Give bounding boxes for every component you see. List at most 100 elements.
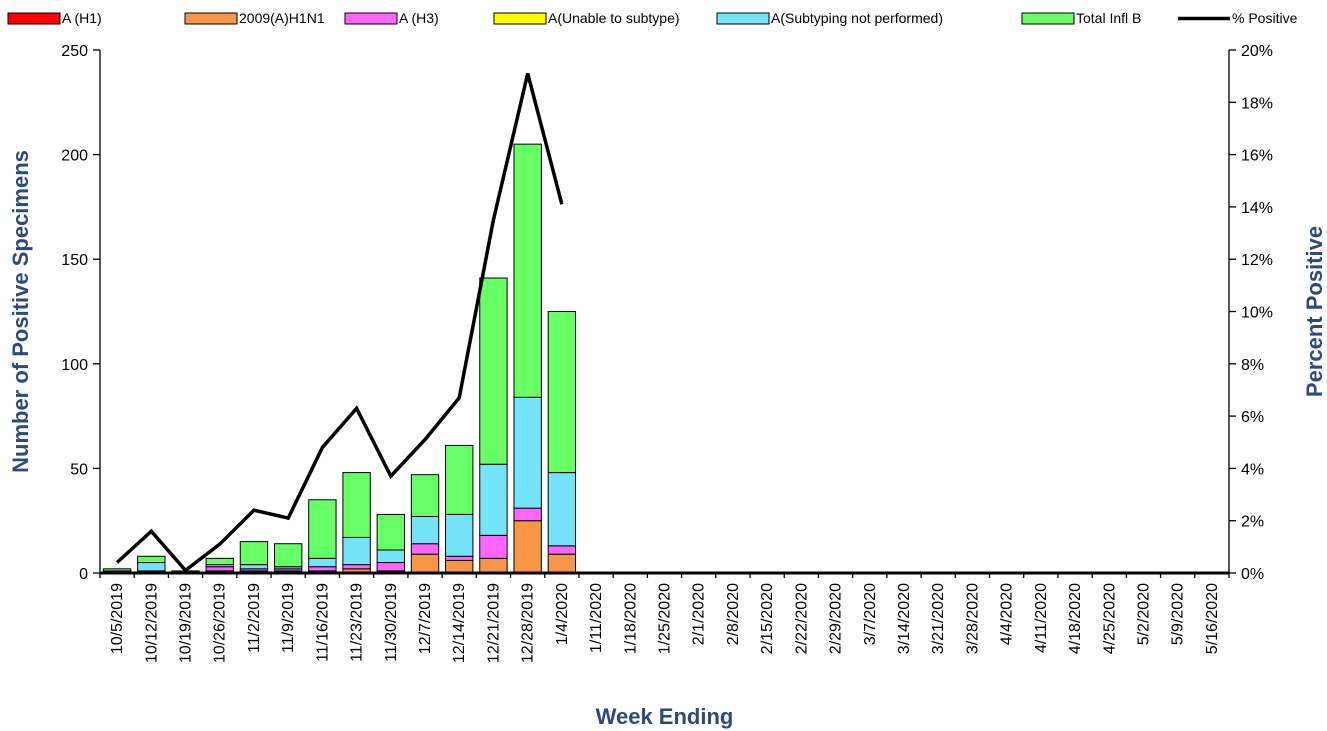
legend-label: 2009(A)H1N1 bbox=[239, 10, 325, 26]
legend-label: Total Infl B bbox=[1076, 10, 1141, 26]
x-tick-label: 5/16/2020 bbox=[1204, 583, 1221, 654]
legend-swatch bbox=[184, 12, 238, 25]
x-tick-label: 11/2/2019 bbox=[246, 583, 263, 653]
x-tick-label: 12/28/2019 bbox=[520, 583, 537, 663]
x-axis-title: Week Ending bbox=[596, 704, 734, 729]
bar-segment bbox=[479, 557, 508, 574]
bar-segment bbox=[513, 520, 542, 574]
axes bbox=[99, 50, 1230, 575]
y2-tick-label: 14% bbox=[1241, 200, 1273, 217]
y2-tick-label: 0% bbox=[1241, 566, 1264, 583]
x-tick-label: 3/21/2020 bbox=[930, 583, 947, 654]
legend-label: A (H3) bbox=[399, 10, 439, 26]
legend-swatch bbox=[7, 12, 61, 25]
bar-segment bbox=[102, 568, 132, 572]
bar-segment bbox=[205, 557, 234, 566]
legend-swatch bbox=[493, 12, 547, 25]
bar-segment bbox=[445, 555, 474, 561]
bar-segment bbox=[479, 463, 508, 536]
x-tick-label: 10/26/2019 bbox=[212, 583, 229, 663]
bar-segment bbox=[547, 311, 577, 474]
bar-segment bbox=[308, 557, 337, 568]
x-tick-label: 3/14/2020 bbox=[896, 583, 913, 654]
x-tick-label: 2/8/2020 bbox=[725, 583, 742, 645]
bar-segment bbox=[513, 507, 542, 522]
bar-segment bbox=[410, 516, 440, 545]
y2-tick-label: 12% bbox=[1241, 252, 1273, 269]
bar-segment bbox=[308, 566, 337, 572]
bar-segment bbox=[342, 472, 371, 538]
bar-segment bbox=[342, 536, 371, 566]
x-tick-label: 11/16/2019 bbox=[314, 583, 331, 662]
bar-segment bbox=[273, 543, 303, 568]
x-tick-label: 2/1/2020 bbox=[691, 583, 708, 645]
x-tick-label: 1/4/2020 bbox=[554, 583, 571, 645]
bar-segment bbox=[137, 562, 166, 572]
legend-swatch bbox=[1021, 12, 1075, 25]
bar-segment bbox=[445, 444, 474, 515]
bar-segment bbox=[410, 543, 440, 555]
x-tick-label: 1/18/2020 bbox=[622, 583, 639, 654]
x-tick-label: 11/9/2019 bbox=[280, 583, 297, 653]
bar-segment bbox=[308, 499, 337, 559]
x-tick-label: 2/22/2020 bbox=[793, 583, 810, 654]
bar-segment bbox=[376, 513, 405, 551]
y2-tick-label: 20% bbox=[1241, 43, 1273, 60]
y-tick-label: 250 bbox=[61, 43, 88, 60]
x-tick-label: 5/2/2020 bbox=[1135, 583, 1152, 645]
y2-tick-label: 16% bbox=[1241, 148, 1273, 165]
x-tick-label: 2/15/2020 bbox=[759, 583, 776, 654]
bar-segment bbox=[410, 474, 440, 518]
x-tick-label: 12/21/2019 bbox=[485, 583, 502, 663]
bar-segment bbox=[479, 534, 508, 559]
x-tick-label: 10/12/2019 bbox=[143, 583, 160, 663]
x-tick-label: 2/29/2020 bbox=[828, 583, 845, 654]
bar-segment bbox=[376, 562, 405, 572]
bar-segment bbox=[239, 564, 269, 570]
x-tick-label: 11/23/2019 bbox=[349, 583, 366, 662]
percent-positive-line-layer bbox=[115, 73, 564, 573]
x-tick-label: 4/11/2020 bbox=[1033, 583, 1050, 653]
x-tick-label: 10/19/2019 bbox=[178, 583, 195, 663]
y-tick-label: 150 bbox=[61, 252, 88, 269]
legend-label: % Positive bbox=[1232, 10, 1298, 26]
legend: A (H1) 2009(A)H1N1 A (H3) A(Unable to subty… bbox=[7, 10, 1298, 26]
y2-tick-label: 8% bbox=[1241, 357, 1264, 374]
legend-label: A(Unable to subtype) bbox=[548, 10, 680, 26]
bar-segment bbox=[137, 555, 166, 564]
x-tick-label: 4/4/2020 bbox=[999, 583, 1016, 645]
bar-segment bbox=[513, 143, 542, 398]
x-tick-label: 4/18/2020 bbox=[1067, 583, 1084, 654]
x-tick-label: 1/11/2020 bbox=[588, 583, 605, 653]
x-tick-label: 3/28/2020 bbox=[964, 583, 981, 654]
bar-segment bbox=[445, 513, 474, 557]
x-tick-label: 4/25/2020 bbox=[1101, 583, 1118, 654]
x-tick-label: 3/7/2020 bbox=[862, 583, 879, 645]
bar-segment bbox=[205, 566, 234, 572]
y-tick-label: 200 bbox=[61, 148, 88, 165]
legend-label: A (H1) bbox=[62, 10, 102, 26]
bar-segment bbox=[547, 545, 577, 555]
y-tick-label: 0 bbox=[79, 566, 88, 583]
ticks: 0 50 100 150 200 250 0% 2% 4% 6% 8% 10% 12% 14% 16% 18%… bbox=[61, 43, 1273, 663]
y-axis-title: Number of Positive Specimens bbox=[8, 150, 33, 473]
bar-segment bbox=[239, 541, 269, 566]
y2-tick-label: 2% bbox=[1241, 514, 1264, 531]
bar-segment bbox=[513, 396, 542, 509]
x-tick-label: 5/9/2020 bbox=[1170, 583, 1187, 645]
x-tick-label: 11/30/2019 bbox=[383, 583, 400, 662]
percent-positive-line bbox=[115, 73, 564, 573]
y2-tick-label: 6% bbox=[1241, 409, 1264, 426]
bar-segment bbox=[479, 277, 508, 465]
bars bbox=[102, 143, 577, 574]
bar-segment bbox=[376, 549, 405, 564]
x-tick-label: 10/5/2019 bbox=[109, 583, 126, 654]
x-tick-label: 1/25/2020 bbox=[657, 583, 674, 654]
legend-label: A(Subtyping not performed) bbox=[771, 10, 943, 26]
legend-swatch bbox=[716, 12, 770, 25]
y-tick-label: 50 bbox=[70, 461, 88, 478]
bar-segment bbox=[410, 553, 440, 574]
bar-segment bbox=[445, 559, 474, 574]
y-tick-label: 100 bbox=[61, 357, 88, 374]
